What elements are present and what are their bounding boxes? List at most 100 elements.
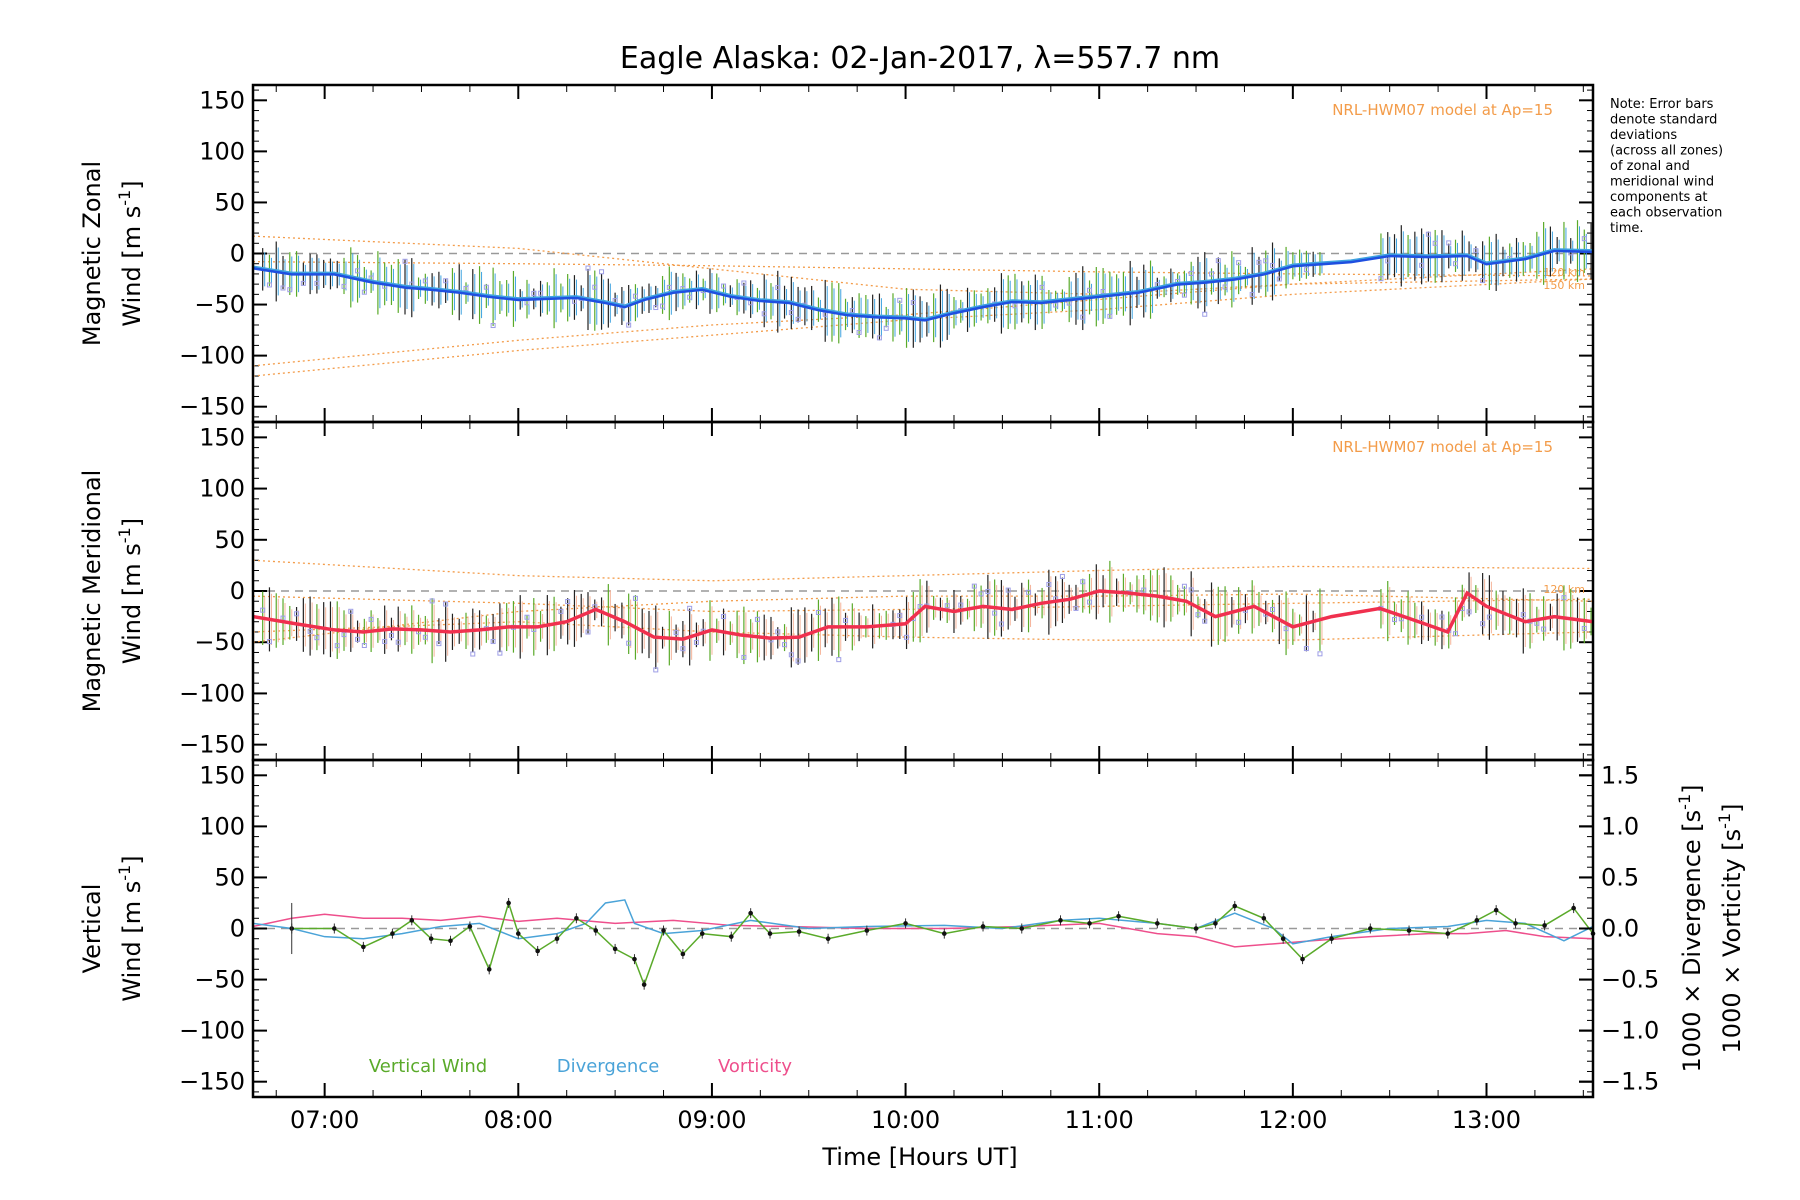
zone-marker — [971, 583, 977, 589]
vertical-wind-point — [1261, 915, 1267, 921]
x-tick-label: 12:00 — [1258, 1106, 1327, 1134]
note-line: Note: Error bars — [1610, 97, 1714, 112]
vertical-wind-point — [1445, 931, 1451, 936]
y-tick-label: 50 — [214, 526, 245, 554]
zone-marker — [849, 308, 855, 314]
y-tick-label: 50 — [214, 188, 245, 216]
right-tick-label: 1.0 — [1601, 812, 1639, 840]
vertical-wind-point — [1542, 923, 1547, 928]
vertical-wind-point — [574, 915, 579, 921]
y-tick-label: 150 — [199, 761, 245, 789]
zone-marker — [1270, 262, 1276, 268]
zone-marker — [1480, 621, 1486, 627]
zone-marker — [266, 282, 272, 288]
y-axis-label: Magnetic Meridional — [78, 470, 106, 713]
right-tick-label: 0.5 — [1601, 863, 1639, 891]
zone-marker — [693, 639, 699, 645]
zone-marker — [1141, 587, 1147, 593]
zone-marker — [632, 595, 638, 601]
note-line: (across all zones) — [1610, 144, 1723, 159]
zone-marker — [741, 654, 747, 660]
zone-marker — [1087, 599, 1093, 605]
vertical-wind-point — [1280, 936, 1286, 942]
vertical-wind-point — [1329, 936, 1334, 942]
right-tick-label: −1.5 — [1601, 1068, 1659, 1096]
zone-marker — [565, 599, 571, 605]
zone-marker — [287, 287, 293, 293]
vertical-wind-point — [903, 921, 908, 926]
y-tick-label: −150 — [179, 731, 245, 759]
zone-marker — [280, 285, 286, 291]
zone-marker — [721, 283, 727, 289]
zone-marker — [1581, 625, 1587, 631]
vertical-wind-point — [506, 900, 511, 906]
zone-marker — [775, 285, 781, 291]
zone-marker — [788, 652, 794, 658]
vertical-wind-point — [612, 946, 618, 952]
zone-marker — [368, 616, 374, 622]
zone-marker — [260, 607, 266, 613]
zone-marker — [1202, 311, 1208, 317]
vertical-wind-point — [448, 938, 453, 944]
vertical-wind-point — [1116, 913, 1121, 919]
zone-marker — [436, 641, 442, 647]
zone-marker — [585, 629, 591, 635]
legend-item: Vertical Wind — [369, 1056, 487, 1077]
zone-marker — [876, 335, 882, 341]
zone-marker — [341, 632, 347, 638]
zone-marker — [490, 323, 496, 329]
zone-marker — [1385, 258, 1391, 264]
divergence-line — [252, 899, 1594, 945]
zone-marker — [687, 605, 693, 611]
zone-marker — [653, 667, 659, 673]
note-line: deviations — [1610, 128, 1677, 143]
zone-marker — [429, 598, 435, 604]
zone-marker — [721, 614, 727, 620]
vertical-wind-point — [554, 936, 560, 942]
zone-marker — [585, 265, 591, 271]
model-curve — [252, 593, 1594, 643]
model-label: NRL-HWM07 model at Ap=15 — [1332, 101, 1553, 119]
model-curve — [252, 261, 1594, 277]
zone-marker — [1303, 646, 1309, 652]
zone-marker — [1480, 278, 1486, 284]
zone-marker — [1080, 314, 1086, 320]
divergence-axis-label: 1000 × Divergence [s-1] — [1675, 784, 1706, 1072]
model-curve — [252, 268, 1594, 367]
vertical-wind-point — [980, 924, 986, 929]
zone-marker — [1283, 626, 1289, 632]
zone-marker — [314, 635, 320, 641]
zone-marker — [1276, 276, 1282, 282]
vertical-wind-point — [942, 931, 947, 936]
zone-marker — [944, 603, 950, 609]
zone-marker — [531, 290, 537, 296]
zone-marker — [470, 651, 476, 657]
zone-marker — [1303, 267, 1309, 273]
zone-marker — [897, 297, 903, 303]
zone-marker — [1561, 595, 1567, 601]
zone-marker — [1181, 292, 1187, 298]
vertical-wind-point — [1571, 905, 1576, 911]
y-tick-label: 150 — [199, 86, 245, 114]
vertical-wind-point — [728, 934, 734, 939]
zone-marker — [571, 298, 577, 304]
y-tick-label: 0 — [230, 240, 245, 268]
y-tick-label: 50 — [214, 863, 245, 891]
zone-marker — [294, 611, 300, 617]
y-tick-label: 100 — [199, 812, 245, 840]
zone-marker — [334, 643, 340, 649]
zone-marker — [795, 316, 801, 322]
note-line: denote standard — [1610, 113, 1717, 128]
vertical-wind-point — [593, 928, 599, 933]
x-tick-label: 10:00 — [871, 1106, 940, 1134]
x-tick-label: 08:00 — [484, 1106, 553, 1134]
zone-marker — [1005, 587, 1011, 593]
vertical-wind-point — [1058, 918, 1063, 923]
vertical-wind-point — [1474, 918, 1480, 923]
model-curve — [252, 235, 1594, 295]
zone-marker — [1466, 609, 1472, 615]
zone-marker — [1419, 614, 1425, 620]
note-line: components at — [1610, 190, 1708, 205]
model-curve — [252, 559, 1594, 582]
y-tick-label: 0 — [230, 577, 245, 605]
